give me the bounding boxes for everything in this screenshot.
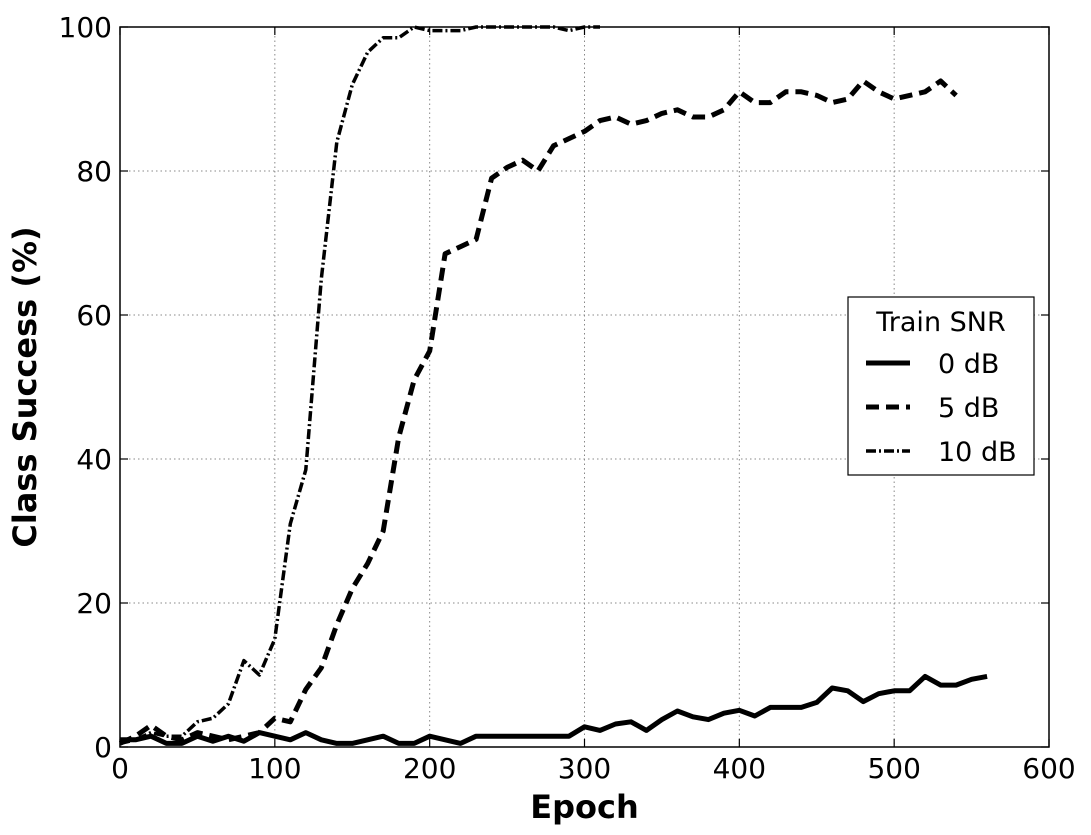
y-tick-label: 80: [76, 155, 112, 188]
x-tick-label: 300: [558, 752, 611, 785]
y-tick-label: 60: [76, 299, 112, 332]
x-axis-title: Epoch: [530, 788, 639, 826]
series-layer: [118, 25, 988, 746]
x-tick-label: 100: [248, 752, 301, 785]
legend-label: 0 dB: [938, 349, 999, 380]
legend: Train SNR 0 dB 5 dB 10 dB: [847, 296, 1035, 476]
x-tick-label: 400: [713, 752, 766, 785]
legend-label: 5 dB: [938, 393, 999, 424]
y-tick-label: 40: [76, 443, 112, 476]
tick-labels: 0 100 200 300 400 500 600 0 20 40 60 80 100: [59, 11, 1076, 785]
y-tick-label: 100: [59, 11, 112, 44]
y-axis-title: Class Success (%): [6, 226, 44, 547]
legend-title: Train SNR: [875, 307, 1005, 338]
legend-box: [847, 296, 1035, 476]
legend-label: 10 dB: [938, 437, 1017, 468]
x-tick-label: 600: [1022, 752, 1075, 785]
ticks: [119, 26, 1050, 748]
legend-entries: 0 dB 5 dB 10 dB: [866, 349, 1017, 468]
series-line-0-db: [120, 673, 988, 746]
y-tick-label: 0: [94, 731, 112, 764]
y-tick-label: 20: [76, 587, 112, 620]
x-tick-label: 200: [403, 752, 456, 785]
x-tick-label: 500: [867, 752, 920, 785]
series-line-5-db: [118, 78, 958, 746]
x-tick-label: 0: [111, 752, 129, 785]
